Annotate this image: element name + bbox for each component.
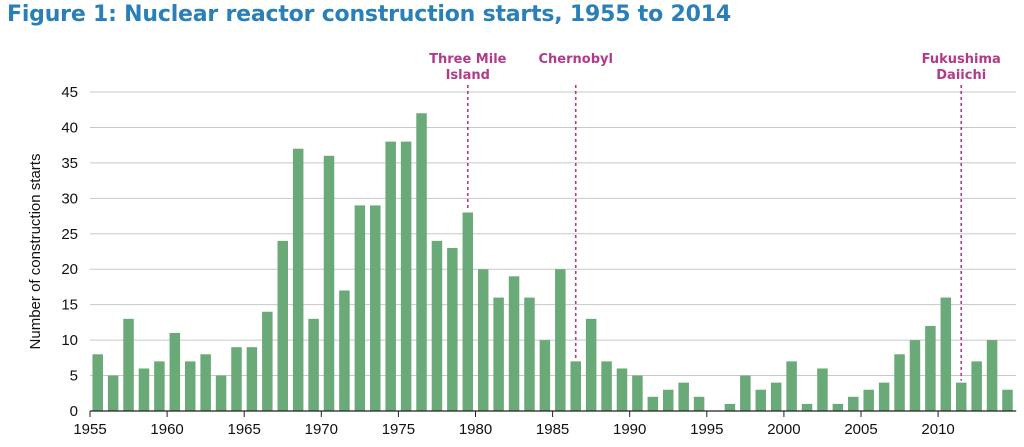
- y-tick-label: 20: [61, 261, 78, 278]
- x-axis-ticks: 1955 1960 1965 1970 1975 1980 1985 1990 1995 2000…: [73, 411, 955, 438]
- bar: [878, 382, 890, 411]
- x-tick-label: 1960: [150, 421, 183, 438]
- bar: [925, 325, 936, 411]
- bar: [570, 361, 581, 411]
- bar: [724, 403, 736, 411]
- bar: [246, 347, 258, 411]
- bar: [354, 205, 366, 411]
- bar: [277, 240, 288, 411]
- bar: [323, 155, 335, 411]
- bar: [801, 403, 813, 411]
- bar: [370, 205, 381, 411]
- bar: [262, 311, 273, 411]
- bar: [770, 382, 782, 411]
- bar: [601, 361, 612, 411]
- event-label: Fukushima: [922, 52, 1001, 67]
- bar: [123, 318, 134, 411]
- bar: [647, 396, 659, 411]
- bar: [200, 354, 211, 411]
- bar: [477, 269, 489, 411]
- bar: [92, 354, 103, 411]
- bar: [832, 403, 844, 411]
- y-tick-label: 10: [61, 332, 78, 349]
- y-tick-label: 35: [61, 155, 78, 172]
- y-tick-label: 40: [61, 119, 78, 136]
- event-label: Island: [446, 68, 490, 83]
- bar: [663, 389, 674, 411]
- y-tick-label: 0: [70, 403, 78, 420]
- bar: [894, 354, 905, 411]
- x-tick-label: 2000: [767, 421, 800, 438]
- x-tick-label: 1970: [305, 421, 338, 438]
- bar: [447, 247, 458, 411]
- bar: [848, 396, 859, 411]
- bar: [616, 368, 628, 411]
- bar: [231, 347, 242, 411]
- bar: [539, 340, 551, 411]
- bar: [632, 375, 643, 411]
- bar: [755, 389, 767, 411]
- bar: [385, 141, 396, 411]
- y-tick-label: 30: [61, 190, 78, 207]
- bar: [215, 375, 227, 411]
- event-label: Three Mile: [429, 52, 507, 67]
- x-tick-label: 2005: [844, 421, 877, 438]
- x-tick-label: 1985: [536, 421, 569, 438]
- bar: [1002, 389, 1013, 411]
- bar: [555, 269, 566, 411]
- y-axis-label: Number of construction starts: [27, 154, 44, 350]
- x-tick-label: 1980: [459, 421, 492, 438]
- bar: [909, 340, 921, 411]
- bar: [308, 318, 319, 411]
- bar: [524, 297, 535, 411]
- x-tick-label: 1955: [73, 421, 106, 438]
- bar: [138, 368, 150, 411]
- bar: [493, 297, 504, 411]
- bar: [339, 290, 350, 411]
- event-label: Daiichi: [936, 68, 986, 83]
- bar: [292, 148, 304, 411]
- y-tick-label: 45: [61, 84, 78, 101]
- bar: [678, 382, 689, 411]
- gridlines: [90, 91, 1017, 377]
- x-tick-label: 1990: [613, 421, 646, 438]
- x-tick-label: 2010: [921, 421, 954, 438]
- bar: [431, 240, 443, 411]
- bar: [462, 212, 474, 411]
- bar: [955, 382, 967, 411]
- bar: [107, 375, 119, 411]
- bar: [508, 276, 520, 411]
- bar: [400, 141, 412, 411]
- bar: [940, 297, 952, 411]
- y-tick-label: 25: [61, 226, 78, 243]
- bar: [154, 361, 165, 411]
- bars: [92, 113, 1013, 412]
- bar: [416, 113, 427, 412]
- x-tick-label: 1995: [690, 421, 723, 438]
- y-tick-label: 15: [61, 297, 78, 314]
- bar: [169, 333, 181, 411]
- bar: [184, 361, 196, 411]
- y-axis-ticks: 0 5 10 15 20 25 30 35 40 45: [61, 84, 78, 420]
- bar: [585, 318, 597, 411]
- event-label: Chernobyl: [539, 52, 613, 67]
- bar: [693, 396, 705, 411]
- bar: [817, 368, 828, 411]
- x-tick-label: 1965: [228, 421, 261, 438]
- bar: [740, 375, 751, 411]
- bar: [786, 361, 797, 411]
- chart-title: Figure 1: Nuclear reactor construction s…: [7, 2, 731, 27]
- bar: [863, 389, 874, 411]
- bar: [986, 340, 998, 411]
- bar: [971, 361, 982, 411]
- y-tick-label: 5: [70, 368, 78, 385]
- x-tick-label: 1975: [382, 421, 415, 438]
